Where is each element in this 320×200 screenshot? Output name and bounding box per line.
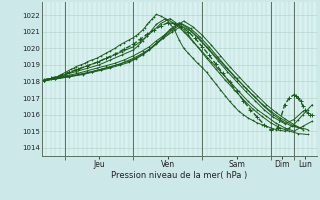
X-axis label: Pression niveau de la mer( hPa ): Pression niveau de la mer( hPa )	[111, 171, 247, 180]
